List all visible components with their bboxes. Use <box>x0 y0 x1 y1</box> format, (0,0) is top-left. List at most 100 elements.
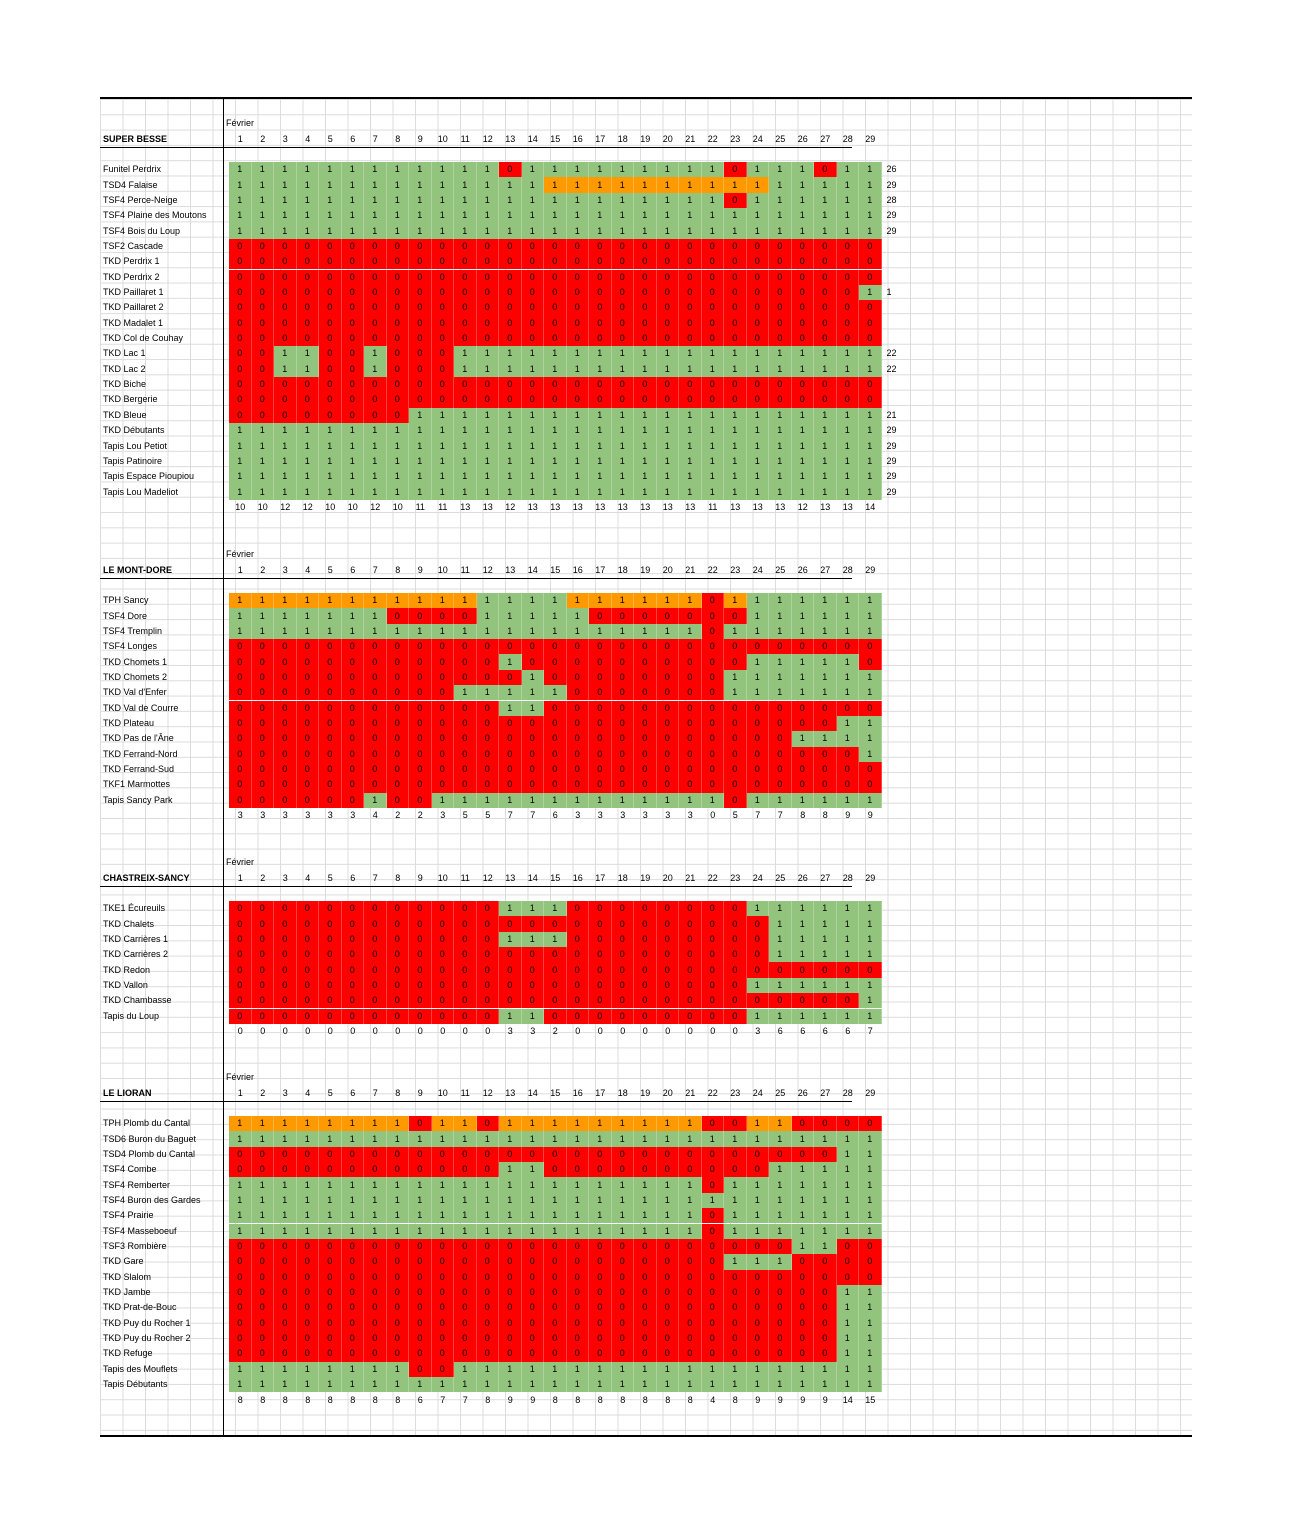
cell-open[interactable]: 1 <box>386 1361 409 1377</box>
cell-closed[interactable]: 0 <box>521 269 544 285</box>
cell-closed[interactable]: 0 <box>544 1330 567 1347</box>
cell-open[interactable]: 1 <box>319 162 342 178</box>
cell-closed[interactable]: 0 <box>679 746 702 762</box>
cell-open[interactable]: 1 <box>859 453 882 470</box>
cell-open[interactable]: 1 <box>611 346 634 362</box>
cell-closed[interactable]: 0 <box>386 792 409 808</box>
cell-open[interactable]: 1 <box>769 407 792 423</box>
cell-closed[interactable]: 0 <box>476 962 499 978</box>
cell-closed[interactable]: 0 <box>409 1300 432 1316</box>
cell-open[interactable]: 1 <box>544 901 567 917</box>
lift-name[interactable]: Tapis Espace Pioupiou <box>103 471 195 482</box>
cell-closed[interactable]: 0 <box>656 977 679 994</box>
cell-open[interactable]: 1 <box>251 192 274 209</box>
cell-open[interactable]: 1 <box>476 208 499 224</box>
cell-closed[interactable]: 0 <box>679 1346 702 1362</box>
cell-closed[interactable]: 0 <box>296 901 319 917</box>
cell-open[interactable]: 1 <box>724 1177 747 1193</box>
cell-closed[interactable]: 0 <box>724 1300 747 1316</box>
cell-closed[interactable]: 0 <box>364 238 387 255</box>
day-header[interactable]: 25 <box>775 564 786 575</box>
row-total[interactable]: 26 <box>886 164 897 175</box>
cell-closed[interactable]: 0 <box>431 947 454 963</box>
cell-open[interactable]: 1 <box>859 947 882 963</box>
cell-open[interactable]: 1 <box>679 484 702 500</box>
cell-closed[interactable]: 0 <box>341 238 364 255</box>
cell-open[interactable]: 1 <box>611 1131 634 1147</box>
cell-closed[interactable]: 0 <box>296 700 319 716</box>
cell-closed[interactable]: 0 <box>611 1238 634 1255</box>
cell-open[interactable]: 1 <box>836 1177 859 1193</box>
cell-open[interactable]: 1 <box>769 608 792 624</box>
cell-closed[interactable]: 0 <box>341 777 364 793</box>
cell-closed[interactable]: 0 <box>341 407 364 423</box>
cell-open[interactable]: 1 <box>814 469 837 485</box>
cell-closed[interactable]: 0 <box>409 1238 432 1255</box>
cell-closed[interactable]: 0 <box>769 376 792 393</box>
cell-open[interactable]: 1 <box>251 469 274 485</box>
cell-open[interactable]: 1 <box>499 469 522 485</box>
day-total[interactable]: 0 <box>462 1026 468 1037</box>
cell-closed[interactable]: 0 <box>319 792 342 808</box>
cell-open[interactable]: 1 <box>769 453 792 470</box>
cell-closed[interactable]: 0 <box>386 269 409 285</box>
day-header[interactable]: 1 <box>237 564 243 575</box>
cell-open[interactable]: 1 <box>274 192 297 209</box>
cell-open[interactable]: 1 <box>791 1238 814 1255</box>
cell-closed[interactable]: 0 <box>566 269 589 285</box>
cell-open[interactable]: 1 <box>589 1192 612 1209</box>
cell-closed[interactable]: 0 <box>476 639 499 655</box>
day-header[interactable]: 16 <box>572 1087 583 1098</box>
cell-closed[interactable]: 0 <box>431 685 454 701</box>
cell-closed[interactable]: 0 <box>386 1008 409 1024</box>
day-total[interactable]: 0 <box>575 1026 581 1037</box>
cell-closed[interactable]: 0 <box>431 731 454 747</box>
cell-open[interactable]: 1 <box>724 208 747 224</box>
cell-closed[interactable]: 0 <box>634 392 657 408</box>
cell-closed[interactable]: 0 <box>836 315 859 331</box>
cell-open[interactable]: 1 <box>836 162 859 178</box>
cell-closed[interactable]: 0 <box>296 300 319 316</box>
cell-open[interactable]: 1 <box>611 407 634 423</box>
cell-open[interactable]: 1 <box>859 1177 882 1193</box>
cell-closed[interactable]: 0 <box>229 330 252 347</box>
cell-open[interactable]: 1 <box>791 593 814 609</box>
cell-closed[interactable]: 0 <box>656 1284 679 1301</box>
day-header[interactable]: 5 <box>327 1087 333 1098</box>
cell-partial[interactable]: 1 <box>521 1116 544 1132</box>
day-total[interactable]: 8 <box>822 810 828 821</box>
cell-open[interactable]: 1 <box>386 438 409 454</box>
cell-open[interactable]: 1 <box>319 177 342 193</box>
cell-open[interactable]: 1 <box>454 623 477 640</box>
cell-closed[interactable]: 0 <box>679 284 702 301</box>
day-header[interactable]: 24 <box>752 133 763 144</box>
cell-closed[interactable]: 0 <box>341 254 364 270</box>
cell-open[interactable]: 1 <box>746 1377 769 1393</box>
day-header[interactable]: 14 <box>527 872 538 883</box>
cell-open[interactable]: 1 <box>544 1192 567 1209</box>
cell-open[interactable]: 1 <box>836 438 859 454</box>
cell-open[interactable]: 1 <box>746 901 769 917</box>
cell-open[interactable]: 1 <box>724 1377 747 1393</box>
cell-open[interactable]: 1 <box>431 792 454 808</box>
cell-closed[interactable]: 0 <box>386 392 409 408</box>
cell-closed[interactable]: 0 <box>724 639 747 655</box>
row-total[interactable]: 29 <box>886 210 897 221</box>
cell-closed[interactable]: 0 <box>679 700 702 716</box>
cell-closed[interactable]: 0 <box>634 1346 657 1362</box>
cell-closed[interactable]: 0 <box>836 1116 859 1132</box>
cell-open[interactable]: 1 <box>836 1208 859 1224</box>
cell-open[interactable]: 1 <box>836 731 859 747</box>
cell-open[interactable]: 1 <box>724 407 747 423</box>
cell-closed[interactable]: 0 <box>791 1146 814 1163</box>
cell-closed[interactable]: 0 <box>656 1315 679 1331</box>
cell-closed[interactable]: 0 <box>296 993 319 1009</box>
cell-closed[interactable]: 0 <box>229 392 252 408</box>
cell-closed[interactable]: 0 <box>611 1315 634 1331</box>
day-total[interactable]: 2 <box>552 1026 558 1037</box>
cell-open[interactable]: 1 <box>791 361 814 377</box>
day-total[interactable]: 3 <box>260 810 266 821</box>
cell-open[interactable]: 1 <box>679 438 702 454</box>
cell-closed[interactable]: 0 <box>319 1008 342 1024</box>
cell-closed[interactable]: 0 <box>454 330 477 347</box>
